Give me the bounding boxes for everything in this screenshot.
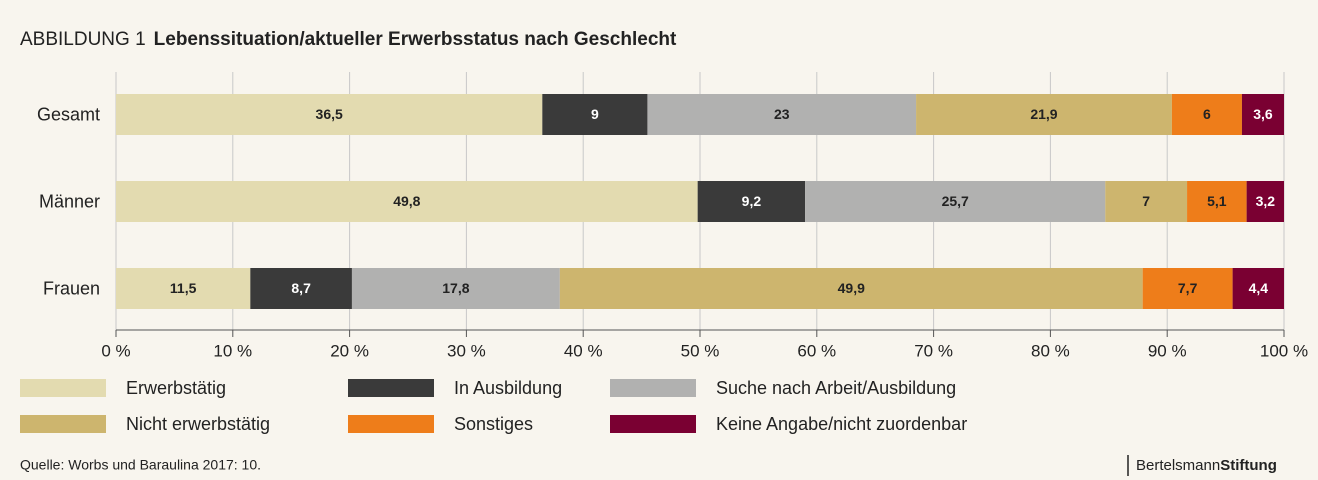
logo-part: Bertelsmann — [1136, 457, 1220, 474]
x-tick-label: 90 % — [1148, 341, 1187, 360]
data-label: 49,9 — [838, 280, 865, 296]
title-prefix: ABBILDUNG 1 — [20, 29, 146, 50]
bar-segment — [351, 268, 560, 309]
legend-label: Erwerbstätig — [126, 378, 226, 398]
data-label: 4,4 — [1249, 280, 1269, 296]
bar-segment — [916, 94, 1172, 135]
data-label: 49,8 — [393, 193, 420, 209]
bar-segment — [805, 181, 1106, 222]
bar-segment — [1171, 94, 1242, 135]
x-tick-label: 70 % — [914, 341, 953, 360]
legend-label: Nicht erwerbstätig — [126, 414, 270, 434]
x-tick-label: 0 % — [101, 341, 130, 360]
bar-segment — [647, 94, 917, 135]
bar-segment — [1241, 94, 1284, 135]
bar-segment — [1232, 268, 1284, 309]
legend-label: Sonstiges — [454, 414, 533, 434]
x-tick-label: 30 % — [447, 341, 486, 360]
bar-segment — [116, 268, 251, 309]
legend-swatch — [348, 415, 434, 433]
bar-segment — [697, 181, 806, 222]
bar-segment — [1105, 181, 1188, 222]
legend-swatch — [610, 415, 696, 433]
data-label: 21,9 — [1030, 106, 1057, 122]
source: Quelle: Worbs und Baraulina 2017: 10. — [20, 457, 261, 473]
data-label: 7,7 — [1178, 280, 1198, 296]
bar-segment — [1142, 268, 1233, 309]
data-label: 36,5 — [316, 106, 343, 122]
legend-swatch — [20, 415, 106, 433]
bar-segment — [1246, 181, 1284, 222]
x-tick-label: 50 % — [681, 341, 720, 360]
data-label: 17,8 — [442, 280, 469, 296]
data-label: 8,7 — [291, 280, 311, 296]
legend-label: In Ausbildung — [454, 378, 562, 398]
legend-swatch — [348, 379, 434, 397]
data-label: 7 — [1142, 193, 1150, 209]
data-label: 11,5 — [170, 280, 197, 296]
legend-swatch — [610, 379, 696, 397]
data-label: 3,2 — [1256, 193, 1276, 209]
y-tick-label: Männer — [39, 191, 100, 211]
legend-label: Keine Angabe/nicht zuordenbar — [716, 414, 967, 434]
logo: BertelsmannStiftung — [1136, 457, 1277, 474]
bar-segment — [250, 268, 352, 309]
bar-segment — [116, 181, 698, 222]
x-tick-label: 10 % — [213, 341, 252, 360]
data-label: 25,7 — [942, 193, 969, 209]
title-main: Lebenssituation/aktueller Erwerbsstatus … — [154, 29, 677, 50]
y-tick-label: Frauen — [43, 278, 100, 298]
data-label: 9,2 — [742, 193, 762, 209]
x-tick-label: 80 % — [1031, 341, 1070, 360]
data-label: 3,6 — [1253, 106, 1273, 122]
chart-title: ABBILDUNG 1 Lebenssituation/aktueller Erw… — [20, 29, 677, 50]
x-tick-label: 40 % — [564, 341, 603, 360]
logo-part: Stiftung — [1220, 457, 1277, 474]
data-label: 23 — [774, 106, 790, 122]
bar-segment — [542, 94, 648, 135]
legend-label: Suche nach Arbeit/Ausbildung — [716, 378, 956, 398]
data-label: 5,1 — [1207, 193, 1227, 209]
x-tick-label: 60 % — [797, 341, 836, 360]
x-tick-label: 100 % — [1260, 341, 1308, 360]
legend-swatch — [20, 379, 106, 397]
data-label: 9 — [591, 106, 599, 122]
x-tick-label: 20 % — [330, 341, 369, 360]
data-label: 6 — [1203, 106, 1211, 122]
bar-segment — [559, 268, 1143, 309]
bar-segment — [116, 94, 543, 135]
y-tick-label: Gesamt — [37, 104, 100, 124]
bar-segment — [1187, 181, 1247, 222]
